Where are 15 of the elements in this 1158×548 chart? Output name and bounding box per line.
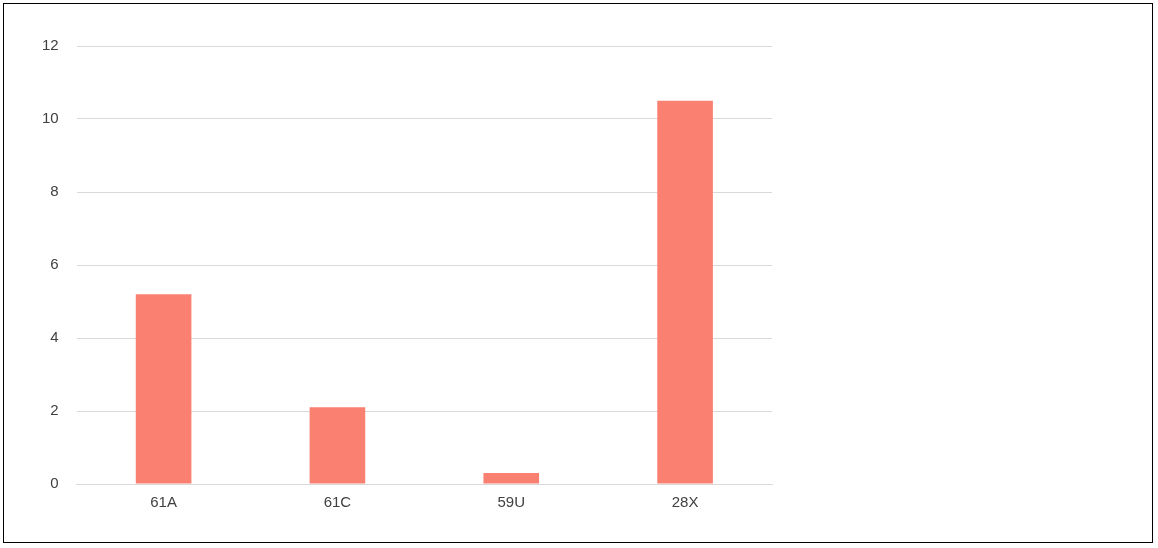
y-tick-label: 8	[50, 182, 59, 200]
y-tick-label: 4	[50, 328, 59, 346]
y-tick-label: 0	[50, 474, 59, 492]
x-tick-label: 28X	[671, 493, 699, 511]
y-tick-label: 10	[42, 109, 59, 127]
bar	[135, 294, 192, 484]
x-tick-label: 61C	[323, 493, 352, 511]
bar	[309, 407, 366, 484]
bar	[483, 473, 540, 484]
y-tick-label: 2	[50, 401, 59, 419]
x-tick-label: 59U	[497, 493, 526, 511]
y-tick-label: 12	[42, 36, 59, 54]
x-tick-label: 61A	[150, 493, 177, 511]
y-tick-label: 6	[50, 255, 59, 273]
bar	[657, 100, 713, 484]
